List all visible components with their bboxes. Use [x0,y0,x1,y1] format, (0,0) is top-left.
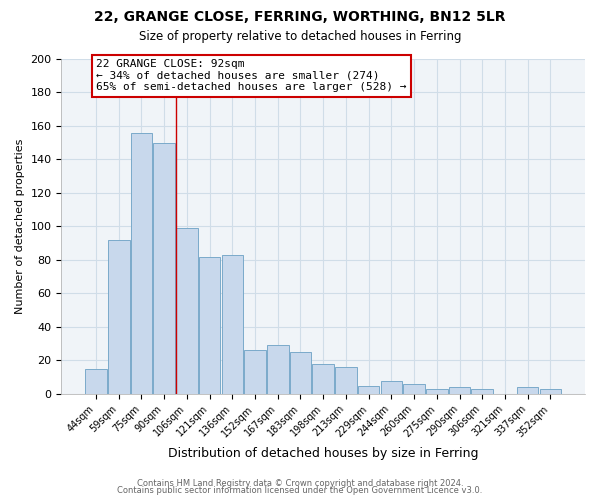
Bar [403,384,425,394]
Bar [313,364,334,394]
X-axis label: Distribution of detached houses by size in Ferring: Distribution of detached houses by size … [168,447,478,460]
Bar [85,369,107,394]
Bar [176,228,197,394]
Bar [267,346,289,394]
Y-axis label: Number of detached properties: Number of detached properties [15,139,25,314]
Bar [517,387,538,394]
Bar [426,389,448,394]
Bar [221,255,243,394]
Bar [335,367,357,394]
Text: Contains HM Land Registry data © Crown copyright and database right 2024.: Contains HM Land Registry data © Crown c… [137,478,463,488]
Bar [131,132,152,394]
Bar [539,389,561,394]
Text: Size of property relative to detached houses in Ferring: Size of property relative to detached ho… [139,30,461,43]
Bar [380,380,402,394]
Text: 22 GRANGE CLOSE: 92sqm
← 34% of detached houses are smaller (274)
65% of semi-de: 22 GRANGE CLOSE: 92sqm ← 34% of detached… [96,59,406,92]
Bar [244,350,266,394]
Bar [472,389,493,394]
Bar [199,256,220,394]
Text: 22, GRANGE CLOSE, FERRING, WORTHING, BN12 5LR: 22, GRANGE CLOSE, FERRING, WORTHING, BN1… [94,10,506,24]
Text: Contains public sector information licensed under the Open Government Licence v3: Contains public sector information licen… [118,486,482,495]
Bar [290,352,311,394]
Bar [154,142,175,394]
Bar [108,240,130,394]
Bar [358,386,379,394]
Bar [449,387,470,394]
